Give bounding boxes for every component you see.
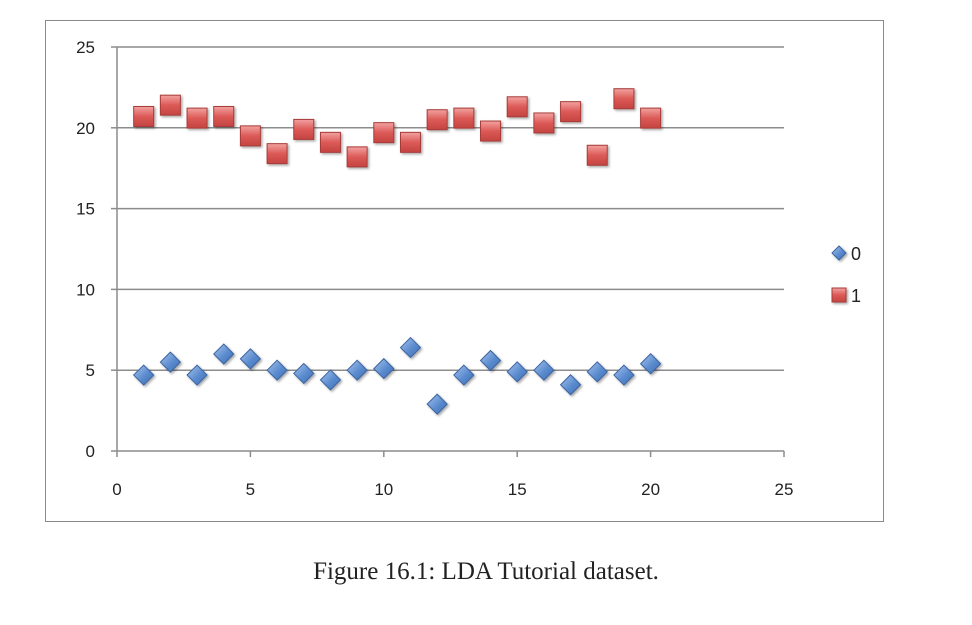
data-point-series-0 — [293, 362, 315, 385]
data-point-series-1 — [506, 96, 528, 118]
data-point-series-1 — [453, 107, 475, 129]
data-point-series-1 — [586, 144, 608, 166]
data-points — [132, 88, 662, 415]
y-tick-label: 20 — [76, 119, 95, 138]
data-point-series-0 — [399, 336, 422, 359]
data-point-series-0 — [506, 361, 528, 383]
data-point-series-0 — [346, 359, 368, 381]
data-point-series-1 — [560, 101, 582, 123]
data-point-series-0 — [239, 348, 262, 370]
axes — [111, 46, 785, 457]
data-point-series-1 — [159, 94, 181, 116]
data-point-series-0 — [479, 349, 502, 372]
data-point-series-0 — [453, 364, 475, 386]
legend: 01 — [831, 244, 861, 306]
x-tick-label: 10 — [374, 480, 393, 499]
y-tick-label: 0 — [86, 442, 95, 461]
data-point-series-0 — [319, 369, 342, 391]
data-point-series-0 — [426, 393, 448, 415]
legend-label: 0 — [851, 244, 861, 264]
x-tick-label: 20 — [641, 480, 660, 499]
data-point-series-1 — [346, 146, 368, 168]
data-point-series-0 — [266, 359, 288, 381]
data-point-series-1 — [293, 118, 315, 140]
x-tick-label: 15 — [508, 480, 527, 499]
data-point-series-0 — [586, 361, 608, 383]
data-point-series-0 — [159, 351, 182, 373]
data-point-series-0 — [613, 364, 635, 386]
y-tick-label: 5 — [86, 361, 95, 380]
data-point-series-0 — [186, 364, 208, 386]
y-tick-label: 15 — [76, 200, 95, 219]
data-point-series-0 — [533, 359, 555, 381]
data-point-series-1 — [613, 88, 635, 110]
data-point-series-1 — [213, 105, 235, 127]
data-point-series-1 — [266, 143, 288, 165]
legend-marker-square — [831, 287, 847, 303]
x-tick-label: 0 — [112, 480, 121, 499]
y-tick-label: 25 — [76, 38, 95, 57]
data-point-series-1 — [426, 109, 448, 131]
data-point-series-1 — [319, 131, 341, 153]
data-point-series-0 — [132, 364, 155, 386]
data-point-series-1 — [239, 125, 261, 147]
data-point-series-1 — [480, 120, 502, 142]
data-point-series-1 — [373, 122, 395, 144]
legend-marker-diamond — [831, 245, 847, 261]
gridlines — [117, 46, 784, 371]
data-point-series-0 — [213, 343, 235, 365]
data-point-series-0 — [639, 353, 662, 375]
figure-caption: Figure 16.1: LDA Tutorial dataset. — [313, 558, 659, 585]
y-tick-label: 10 — [76, 280, 95, 299]
data-point-series-1 — [533, 112, 555, 134]
legend-label: 1 — [851, 286, 861, 306]
x-tick-label: 5 — [246, 480, 255, 499]
data-point-series-1 — [399, 131, 421, 153]
tick-labels: 0 5 10 15 20 25 0 5 10 15 20 25 — [76, 38, 793, 499]
x-tick-label: 25 — [775, 480, 794, 499]
data-point-series-0 — [559, 374, 582, 396]
data-point-series-1 — [640, 107, 662, 129]
data-point-series-1 — [186, 107, 208, 129]
data-point-series-0 — [373, 357, 395, 380]
data-point-series-1 — [133, 105, 155, 127]
